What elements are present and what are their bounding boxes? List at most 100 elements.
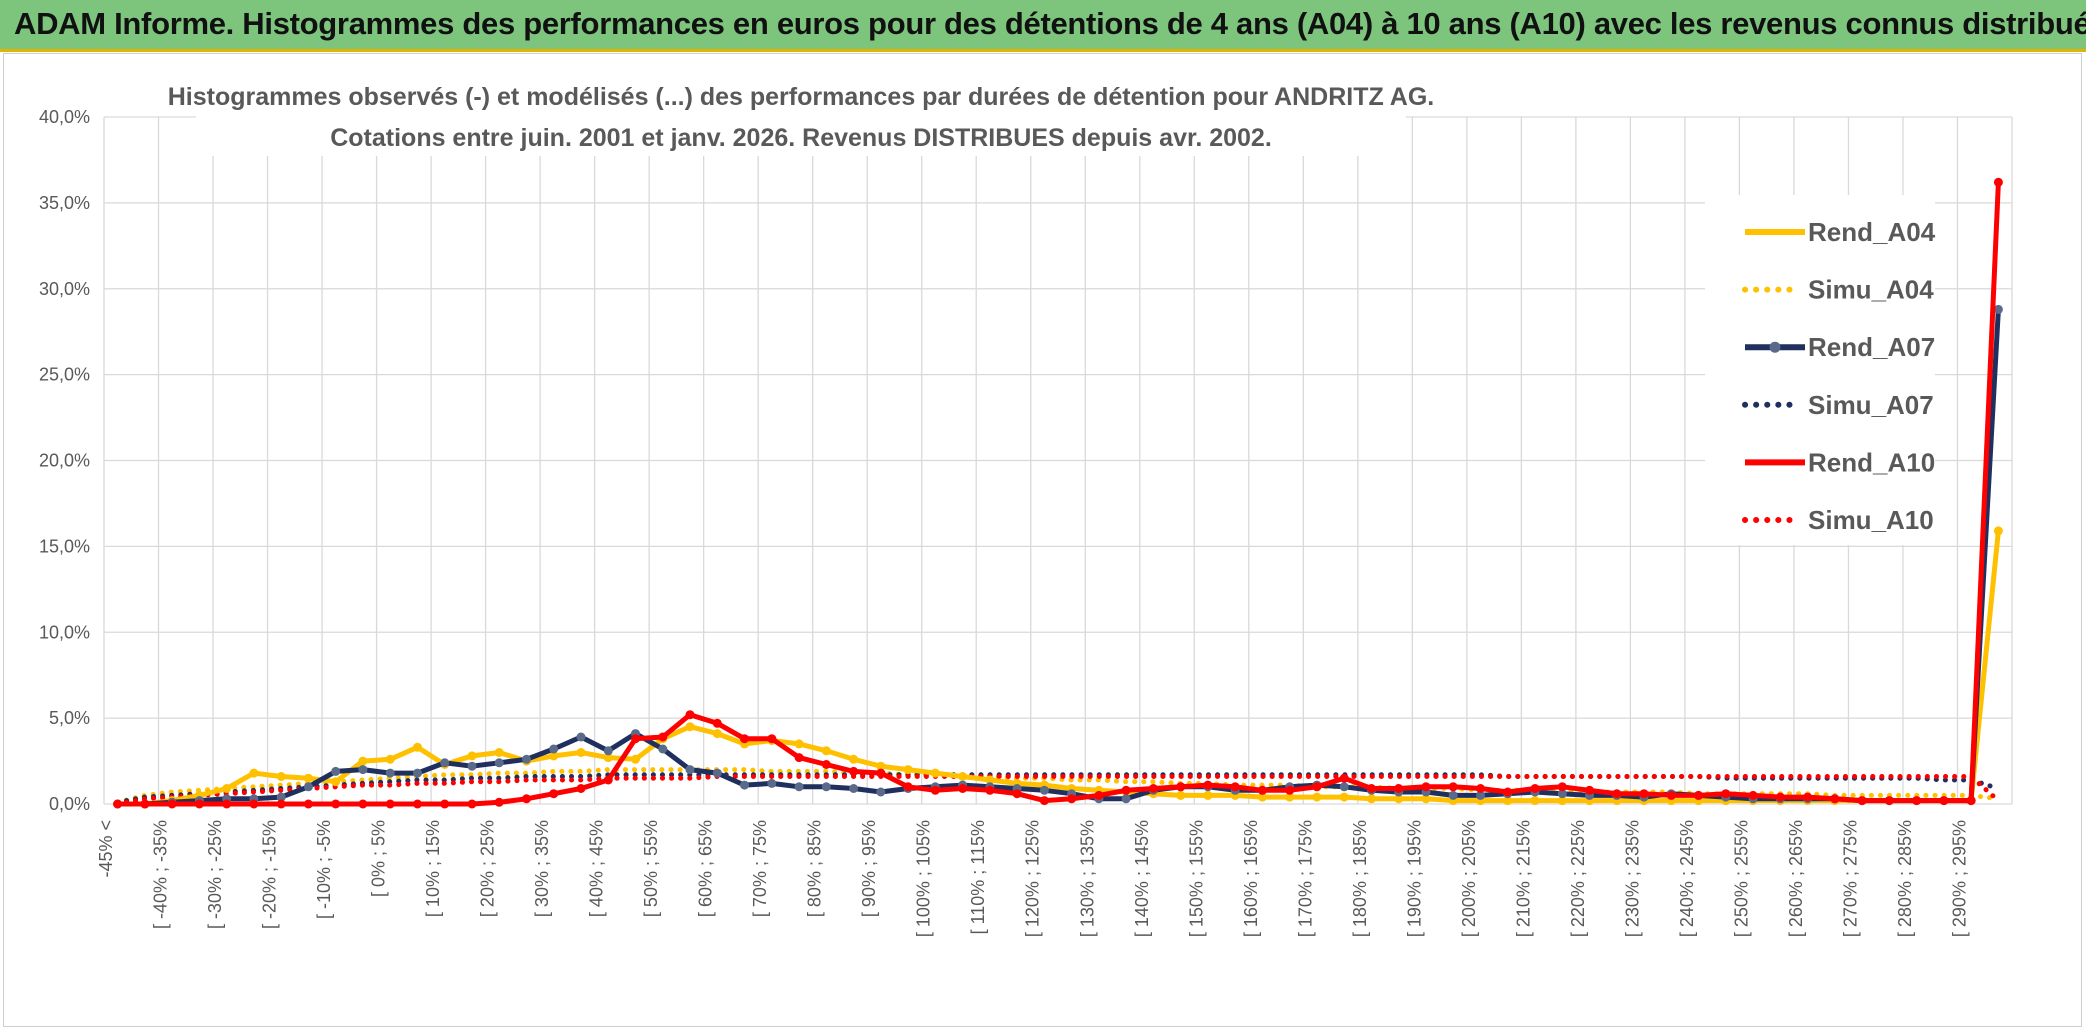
- x-tick-label: [ 30% ; 35%: [532, 820, 552, 917]
- x-tick-label: [ -40% ; -35%: [151, 820, 171, 929]
- data-point-Rend_A10: [1666, 790, 1676, 800]
- data-point-Rend_A07: [767, 778, 777, 788]
- data-point-Rend_A10: [1721, 789, 1731, 799]
- data-point-Rend_A10: [494, 797, 504, 807]
- legend-label: Simu_A04: [1808, 275, 1934, 305]
- y-axis-ticks: 0,0% 5,0% 10,0% 15,0% 20,0% 25,0% 30,0% 35,0% 40…: [39, 107, 90, 814]
- data-point-Rend_A04: [1557, 796, 1567, 806]
- data-point-Rend_A10: [522, 794, 531, 804]
- data-point-Rend_A10: [140, 799, 150, 809]
- data-point-Rend_A07: [849, 784, 859, 793]
- x-tick-label: [ 180% ; 185%: [1350, 820, 1370, 937]
- legend-background: [1705, 195, 1935, 545]
- data-point-Rend_A10: [685, 710, 695, 720]
- data-point-Rend_A10: [1857, 796, 1867, 806]
- data-point-Rend_A10: [849, 766, 859, 776]
- data-point-Rend_A04: [1421, 794, 1431, 804]
- data-point-Rend_A10: [1367, 784, 1376, 793]
- data-point-Rend_A10: [222, 799, 232, 809]
- data-point-Rend_A10: [1148, 784, 1158, 793]
- data-point-Rend_A04: [821, 746, 831, 756]
- data-point-Rend_A04: [1394, 794, 1404, 804]
- x-tick-label: [ 0% ; 5%: [369, 820, 389, 897]
- data-point-Rend_A04: [358, 756, 368, 766]
- data-point-Rend_A07: [1448, 790, 1458, 800]
- data-point-Rend_A10: [1476, 784, 1485, 793]
- data-point-Rend_A10: [1394, 784, 1404, 793]
- data-point-Rend_A04: [985, 775, 995, 785]
- data-point-Rend_A10: [1748, 790, 1758, 800]
- x-tick-label: [ 210% ; 215%: [1513, 820, 1533, 937]
- data-point-Rend_A07: [1339, 782, 1349, 792]
- x-tick-label: [ 230% ; 235%: [1622, 820, 1642, 937]
- data-point-Rend_A10: [985, 785, 995, 795]
- data-point-Rend_A04: [1993, 526, 2003, 536]
- data-point-Rend_A07: [331, 766, 341, 776]
- data-point-Rend_A04: [549, 751, 559, 761]
- data-point-Rend_A07: [413, 768, 422, 778]
- data-point-Rend_A07: [385, 768, 395, 778]
- series-lines: [113, 177, 2003, 809]
- data-point-Rend_A07: [440, 758, 450, 768]
- data-point-Rend_A07: [494, 758, 504, 768]
- data-point-Rend_A10: [1993, 177, 2003, 187]
- data-point-Rend_A10: [1067, 794, 1077, 804]
- data-point-Rend_A04: [1530, 796, 1540, 806]
- data-point-Rend_A04: [1257, 792, 1267, 802]
- data-point-Rend_A07: [658, 744, 668, 754]
- legend-label: Simu_A10: [1808, 505, 1934, 535]
- data-point-Rend_A10: [576, 784, 586, 793]
- data-point-Rend_A04: [794, 739, 804, 749]
- data-point-Rend_A10: [113, 799, 123, 809]
- data-point-Rend_A10: [1039, 796, 1049, 806]
- data-point-Rend_A07: [821, 782, 831, 792]
- data-point-Rend_A10: [1312, 782, 1322, 792]
- data-point-Rend_A10: [385, 799, 395, 809]
- data-point-Rend_A10: [1830, 794, 1840, 804]
- data-point-Rend_A10: [1421, 782, 1431, 792]
- data-point-Rend_A10: [1612, 789, 1622, 799]
- data-point-Rend_A10: [1585, 785, 1594, 795]
- data-point-Rend_A04: [331, 777, 341, 787]
- y-tick-label: 35,0%: [39, 193, 90, 213]
- data-point-Rend_A04: [876, 761, 886, 771]
- legend-label: Rend_A07: [1808, 332, 1935, 362]
- x-tick-label: [ 120% ; 125%: [1023, 820, 1043, 937]
- y-tick-label: 5,0%: [49, 708, 90, 728]
- x-tick-label: [ 250% ; 255%: [1731, 820, 1751, 937]
- x-tick-label: [ -20% ; -15%: [260, 820, 280, 929]
- data-point-Rend_A07: [549, 744, 559, 754]
- data-point-Rend_A07: [794, 782, 804, 792]
- data-point-Rend_A10: [440, 799, 450, 809]
- x-tick-label: [ 80% ; 85%: [805, 820, 825, 917]
- legend-label: Rend_A10: [1808, 447, 1935, 477]
- data-point-Rend_A10: [740, 734, 749, 744]
- data-point-Rend_A10: [1012, 789, 1022, 799]
- data-point-Rend_A07: [358, 765, 368, 775]
- x-tick-label: [ 140% ; 145%: [1132, 820, 1152, 937]
- data-point-Rend_A04: [1503, 796, 1513, 806]
- data-point-Rend_A04: [413, 742, 422, 752]
- data-point-Rend_A10: [1448, 782, 1458, 792]
- x-tick-label: [ 50% ; 55%: [641, 820, 661, 917]
- data-point-Rend_A04: [1367, 794, 1376, 804]
- data-point-Rend_A10: [876, 768, 886, 778]
- data-point-Rend_A10: [358, 799, 368, 809]
- data-point-Rend_A04: [385, 754, 395, 764]
- data-point-Rend_A07: [467, 761, 477, 771]
- data-point-Rend_A10: [712, 718, 722, 728]
- data-point-Rend_A04: [576, 748, 586, 757]
- x-tick-label: [ 160% ; 165%: [1241, 820, 1261, 937]
- data-point-Rend_A07: [712, 768, 722, 778]
- data-point-Rend_A10: [167, 799, 177, 809]
- data-point-Rend_A10: [1230, 782, 1240, 792]
- data-point-Rend_A10: [1257, 785, 1267, 795]
- data-point-Rend_A10: [1503, 787, 1513, 797]
- x-tick-label: [ 110% ; 115%: [968, 820, 988, 934]
- data-point-Rend_A04: [1176, 790, 1186, 800]
- x-tick-label: [ 150% ; 155%: [1186, 820, 1206, 937]
- data-point-Rend_A04: [1203, 790, 1213, 800]
- series-line-Rend_A10: [117, 182, 2001, 807]
- x-tick-label: [ 240% ; 245%: [1677, 820, 1697, 937]
